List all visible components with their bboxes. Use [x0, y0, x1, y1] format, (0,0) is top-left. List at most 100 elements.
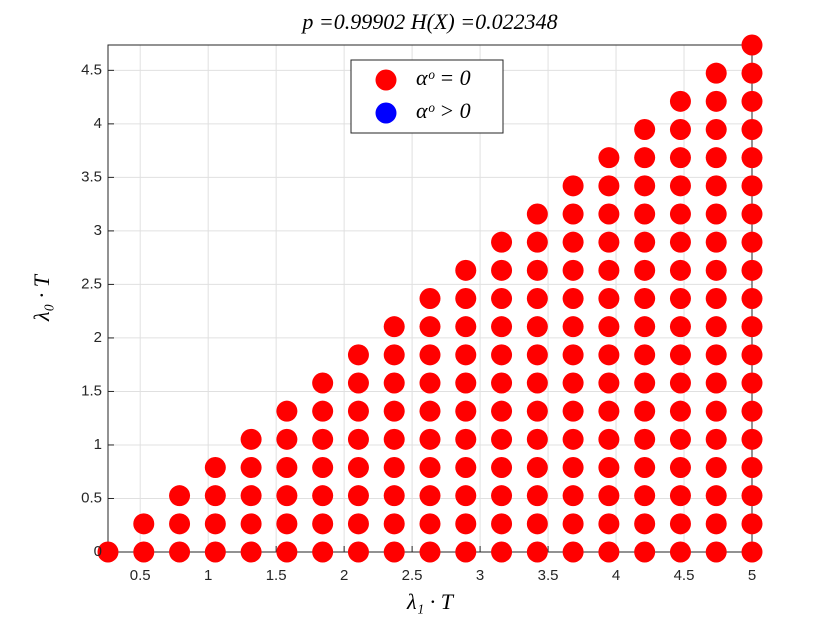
point: [669, 485, 691, 507]
point: [204, 541, 226, 563]
point: [598, 485, 620, 507]
point: [705, 259, 727, 281]
point: [634, 316, 656, 338]
point: [526, 316, 548, 338]
point: [491, 513, 513, 535]
point: [276, 456, 298, 478]
point: [419, 456, 441, 478]
point: [705, 90, 727, 112]
point: [97, 541, 119, 563]
point: [741, 456, 763, 478]
x-tick-label: 3: [476, 567, 484, 584]
point: [634, 147, 656, 169]
point: [741, 344, 763, 366]
point: [634, 175, 656, 197]
point: [705, 485, 727, 507]
point: [276, 485, 298, 507]
point: [312, 400, 334, 422]
point: [705, 288, 727, 309]
point: [169, 485, 191, 507]
point: [491, 231, 513, 253]
point: [562, 344, 584, 366]
point: [669, 372, 691, 394]
point: [705, 456, 727, 478]
legend: αᵒ = 0 αᵒ > 0: [375, 65, 471, 124]
point: [276, 541, 298, 563]
point: [312, 456, 334, 478]
point: [526, 485, 548, 507]
point: [741, 288, 763, 309]
point: [705, 344, 727, 366]
point: [634, 372, 656, 394]
point: [634, 428, 656, 450]
point: [419, 400, 441, 422]
point: [598, 203, 620, 225]
point: [741, 541, 763, 563]
point: [598, 428, 620, 450]
point: [419, 428, 441, 450]
point: [741, 428, 763, 450]
point: [669, 259, 691, 281]
point: [455, 288, 477, 309]
point: [562, 541, 584, 563]
point: [741, 62, 763, 84]
point: [455, 344, 477, 366]
point: [741, 34, 763, 56]
point: [669, 456, 691, 478]
x-tick-label: 0.5: [130, 567, 151, 584]
point: [133, 513, 155, 535]
point: [347, 344, 369, 366]
point: [312, 541, 334, 563]
x-tick-label: 2: [340, 567, 348, 584]
point: [526, 288, 548, 309]
point: [634, 118, 656, 140]
point: [705, 203, 727, 225]
point: [526, 428, 548, 450]
point: [526, 231, 548, 253]
point: [741, 316, 763, 338]
y-tick-label: 3: [94, 222, 102, 239]
point: [705, 428, 727, 450]
point: [669, 90, 691, 112]
point: [562, 231, 584, 253]
point: [705, 316, 727, 338]
point: [705, 513, 727, 535]
point: [526, 344, 548, 366]
point: [598, 456, 620, 478]
point: [383, 428, 405, 450]
point: [491, 485, 513, 507]
point: [240, 485, 262, 507]
point: [705, 231, 727, 253]
point: [562, 288, 584, 309]
point: [491, 288, 513, 309]
point: [705, 118, 727, 140]
point: [491, 316, 513, 338]
point: [383, 513, 405, 535]
point: [240, 541, 262, 563]
point: [526, 456, 548, 478]
point: [669, 118, 691, 140]
point: [455, 400, 477, 422]
point: [276, 428, 298, 450]
point: [347, 485, 369, 507]
point: [455, 541, 477, 563]
point: [347, 541, 369, 563]
point: [169, 513, 191, 535]
point: [383, 541, 405, 563]
y-tick-label: 4.5: [81, 61, 102, 78]
point: [634, 485, 656, 507]
point: [741, 203, 763, 225]
point: [634, 288, 656, 309]
x-tick-label: 5: [748, 567, 756, 584]
point: [455, 485, 477, 507]
point: [705, 372, 727, 394]
point: [526, 259, 548, 281]
point: [598, 175, 620, 197]
point: [526, 400, 548, 422]
point: [419, 344, 441, 366]
legend-label: αᵒ > 0: [416, 98, 471, 123]
point: [669, 541, 691, 563]
point: [347, 513, 369, 535]
point: [491, 372, 513, 394]
x-tick-label: 4: [612, 567, 620, 584]
